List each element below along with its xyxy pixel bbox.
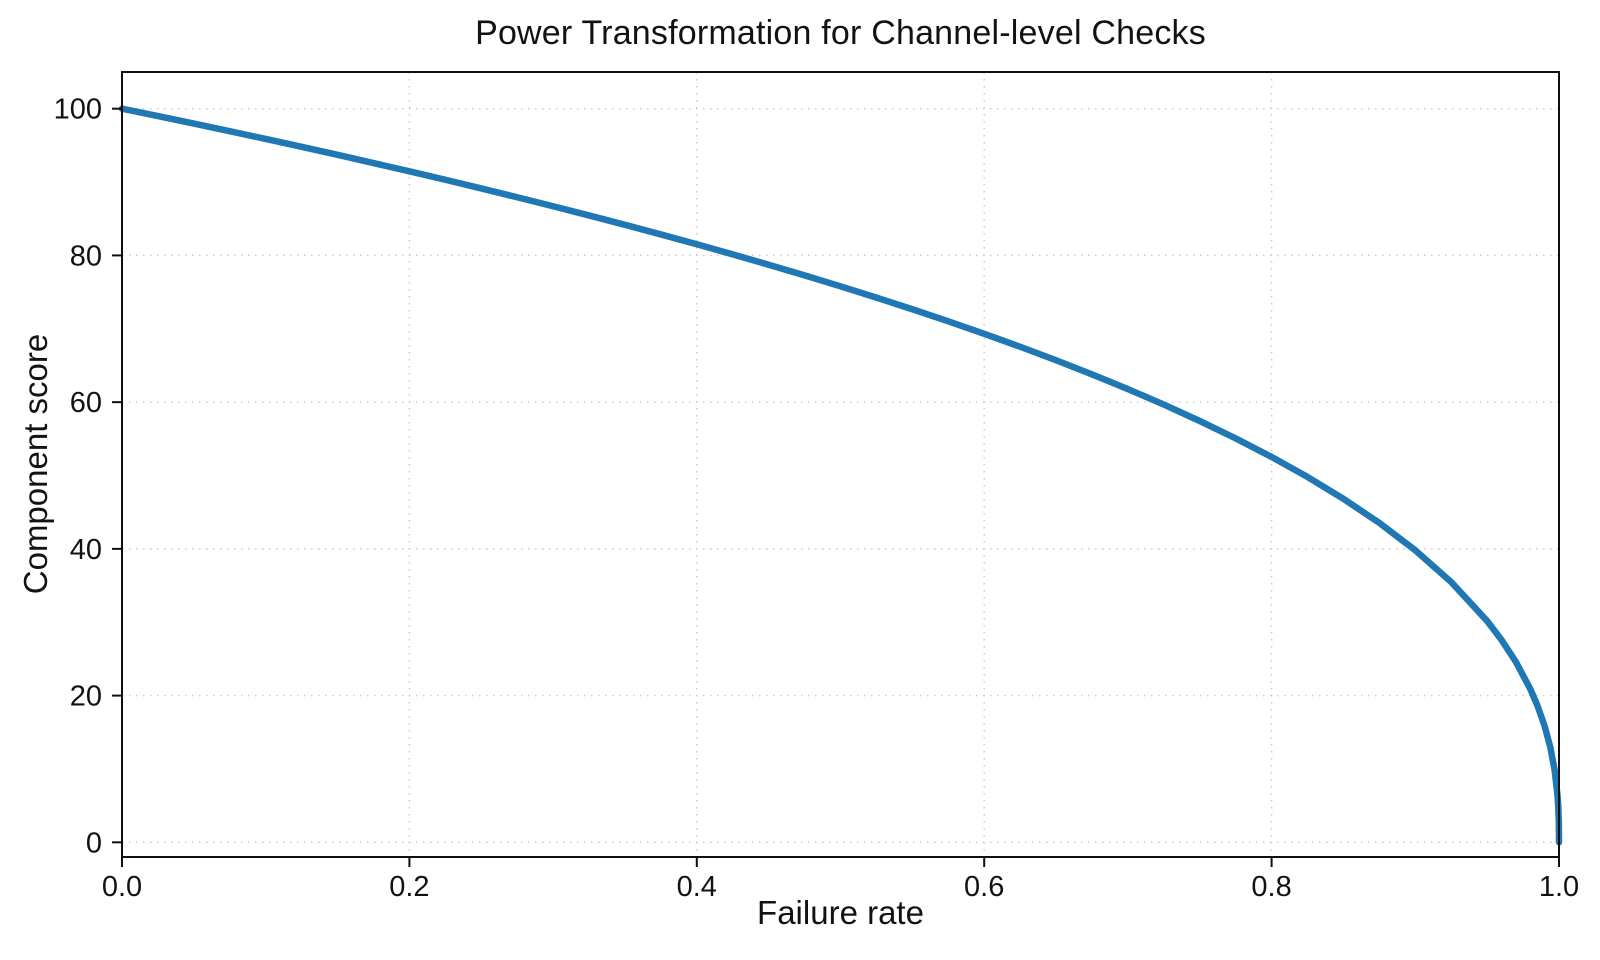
x-tick-label: 0.2 xyxy=(389,871,429,903)
x-tick-label: 1.0 xyxy=(1539,871,1579,903)
y-tick-label: 20 xyxy=(70,681,102,713)
y-tick-label: 40 xyxy=(70,534,102,566)
y-tick-label: 60 xyxy=(70,387,102,419)
y-tick-label: 80 xyxy=(70,240,102,272)
x-tick-label: 0.8 xyxy=(1251,871,1291,903)
y-tick-label: 100 xyxy=(54,94,102,126)
axes-border xyxy=(121,71,1560,858)
x-tick-label: 0.6 xyxy=(964,871,1004,903)
chart-title: Power Transformation for Channel-level C… xyxy=(475,14,1206,52)
x-axis-label: Failure rate xyxy=(757,894,924,931)
y-tick-label: 0 xyxy=(86,827,102,859)
component-score-curve xyxy=(118,105,1563,846)
x-tick-label: 0.0 xyxy=(102,871,142,903)
x-tick-label: 0.4 xyxy=(677,871,717,903)
